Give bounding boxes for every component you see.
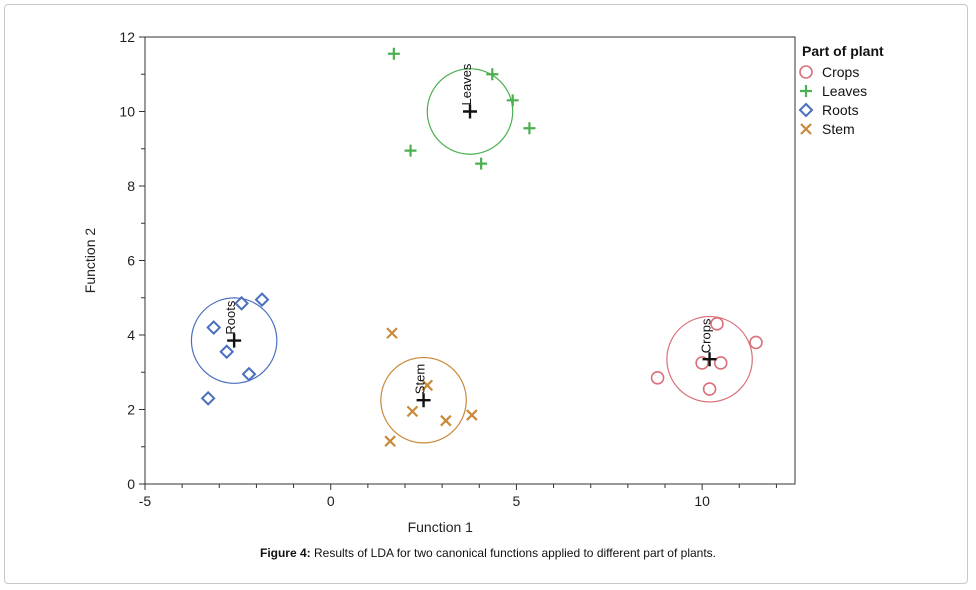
legend-stem-label: Stem [822,121,855,137]
legend: Part of plant Crops Leaves Roots Stem [798,43,884,137]
crops-point [702,382,717,396]
leaves-point [523,122,536,135]
y-tick-label: 0 [127,476,135,492]
roots-point [234,295,249,311]
leaves-centroid-marker [463,104,477,119]
roots-centroid-label: Roots [223,300,238,334]
x-tick-label: 0 [327,493,335,509]
leaves-group-circle [426,68,514,155]
x-tick-label: 5 [513,493,521,509]
crops-centroid-label: Crops [699,318,714,353]
data-points [200,47,763,447]
crops-point [650,371,665,385]
legend-crops-marker [799,65,813,79]
stem-point [421,379,434,392]
crops-point [713,356,728,370]
stem-group-circle [380,356,467,444]
figure-caption: Figure 4: Results of LDA for two canonic… [0,546,976,560]
y-tick-label: 4 [127,327,135,343]
y-axis: 0 2 4 6 8 10 12 [119,29,145,492]
leaves-point [486,68,499,81]
figure-frame [4,4,968,584]
roots-point [219,344,235,360]
leaves-point [387,47,400,60]
stem-centroid-marker [416,393,431,408]
x-tick-label: 10 [694,493,710,509]
stem-point [386,327,398,339]
caption-label: Figure 4: [259,546,311,560]
x-axis: -5 0 5 10 [139,484,777,509]
leaves-point [506,94,519,107]
leaves-centroid-label: Leaves [459,63,474,105]
stem-centroid-label: Stem [413,364,428,394]
roots-point [241,366,257,382]
stem-point [440,414,452,427]
leaves-point [404,144,417,157]
centroids: Crops Leaves Roots Stem [223,63,717,408]
crops-group-circle [666,315,753,403]
legend-title: Part of plant [802,43,884,59]
roots-centroid-marker [227,333,242,348]
legend-leaves-marker [800,85,812,97]
legend-stem-marker [800,123,812,135]
legend-roots-marker [798,102,814,118]
leaves-point [475,157,488,170]
crops-point [749,335,763,350]
legend-crops-label: Crops [822,64,859,80]
roots-point [254,292,270,308]
group-circles [190,68,753,444]
stem-point [406,405,419,418]
y-axis-title: Function 2 [82,228,98,294]
roots-point [206,320,222,335]
x-tick-label: -5 [139,493,152,509]
y-tick-label: 6 [127,253,135,269]
legend-roots-label: Roots [822,102,859,118]
y-tick-label: 8 [127,178,135,194]
roots-point [200,390,216,406]
x-axis-title: Function 1 [408,519,474,535]
y-tick-label: 10 [119,104,135,120]
crops-point [695,356,709,370]
roots-group-circle [190,297,278,384]
caption-text: Results of LDA for two canonical functio… [310,546,717,560]
y-tick-label: 12 [119,29,135,45]
crops-centroid-marker [702,352,717,367]
y-tick-label: 2 [127,402,135,418]
legend-leaves-label: Leaves [822,83,867,99]
crops-point [710,317,724,331]
stem-point [466,409,478,421]
stem-point [384,435,396,447]
